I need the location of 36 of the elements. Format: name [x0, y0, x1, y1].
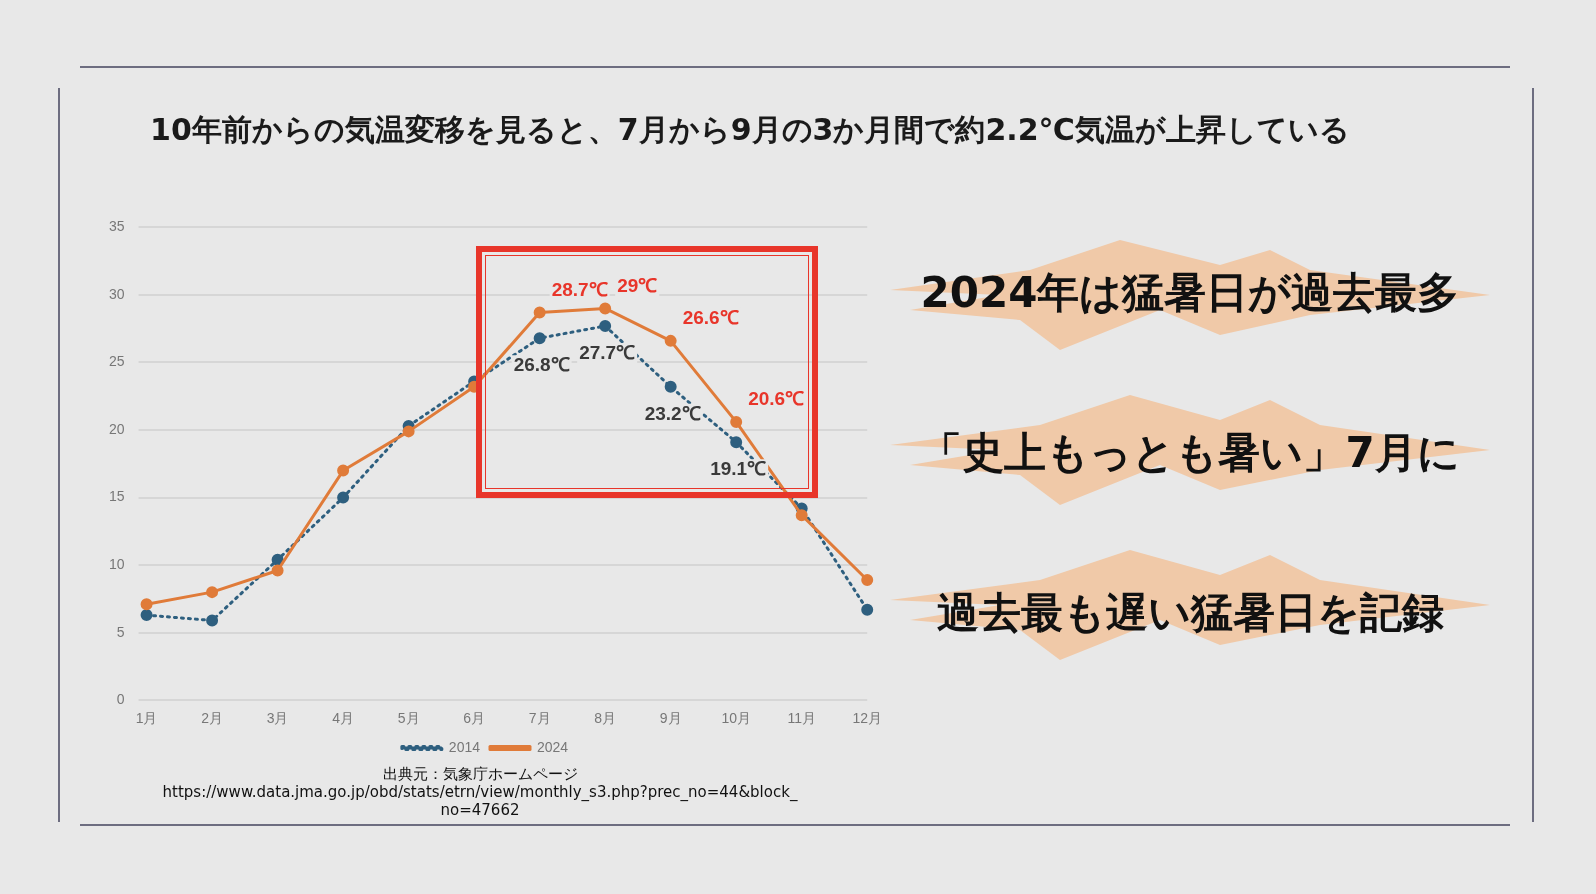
- y-tick-label: 20: [108, 420, 125, 437]
- x-tick-label: 6月: [463, 710, 486, 727]
- x-tick-label: 7月: [528, 710, 551, 727]
- data-label: 27.7℃: [579, 342, 636, 364]
- x-tick-label: 9月: [659, 710, 682, 727]
- y-tick-label: 5: [116, 623, 125, 640]
- data-label: 23.2℃: [644, 403, 701, 425]
- x-tick-label: 2月: [201, 710, 223, 727]
- text: 2024年は猛暑日が過去最多: [919, 267, 1461, 319]
- x-tick-label: 10月: [721, 710, 751, 727]
- text: https://www.data.jma.go.jp/obd/stats/etrn/view/monthly_s3.php?prec_no=44&block_no=47662: [161, 783, 799, 819]
- x-tick-label: 3月: [266, 710, 289, 727]
- y-tick-label: 15: [108, 488, 125, 505]
- legend-label: 2014: [448, 738, 481, 755]
- x-tick-label: 5月: [397, 710, 420, 727]
- data-label: 26.6℃: [682, 307, 739, 329]
- text: 出典元：気象庁ホームページ: [381, 765, 579, 784]
- y-tick-label: 30: [108, 285, 125, 302]
- data-label: 29℃: [617, 274, 658, 296]
- text: 「史上もっとも暑い」7月に: [919, 427, 1461, 479]
- x-tick-label: 1月: [135, 710, 158, 727]
- legend-label: 2024: [537, 738, 569, 755]
- data-label: 28.7℃: [551, 278, 608, 300]
- data-label: 19.1℃: [710, 458, 767, 480]
- x-tick-label: 11月: [787, 710, 816, 727]
- y-tick-label: 10: [108, 555, 125, 572]
- data-label: 26.8℃: [513, 354, 570, 376]
- x-tick-label: 8月: [594, 710, 617, 727]
- data-label: 20.6℃: [748, 388, 805, 410]
- chart-title: 10年前からの気温変移を見ると、7月から9月の3か月間で約2.2℃気温が上昇している: [149, 111, 1351, 149]
- y-tick-label: 35: [108, 218, 125, 235]
- x-tick-label: 4月: [332, 710, 355, 727]
- x-tick-label: 12月: [852, 710, 882, 727]
- y-tick-label: 0: [116, 691, 125, 708]
- y-tick-label: 25: [108, 353, 125, 370]
- text: 過去最も遅い猛暑日を記録: [935, 587, 1445, 639]
